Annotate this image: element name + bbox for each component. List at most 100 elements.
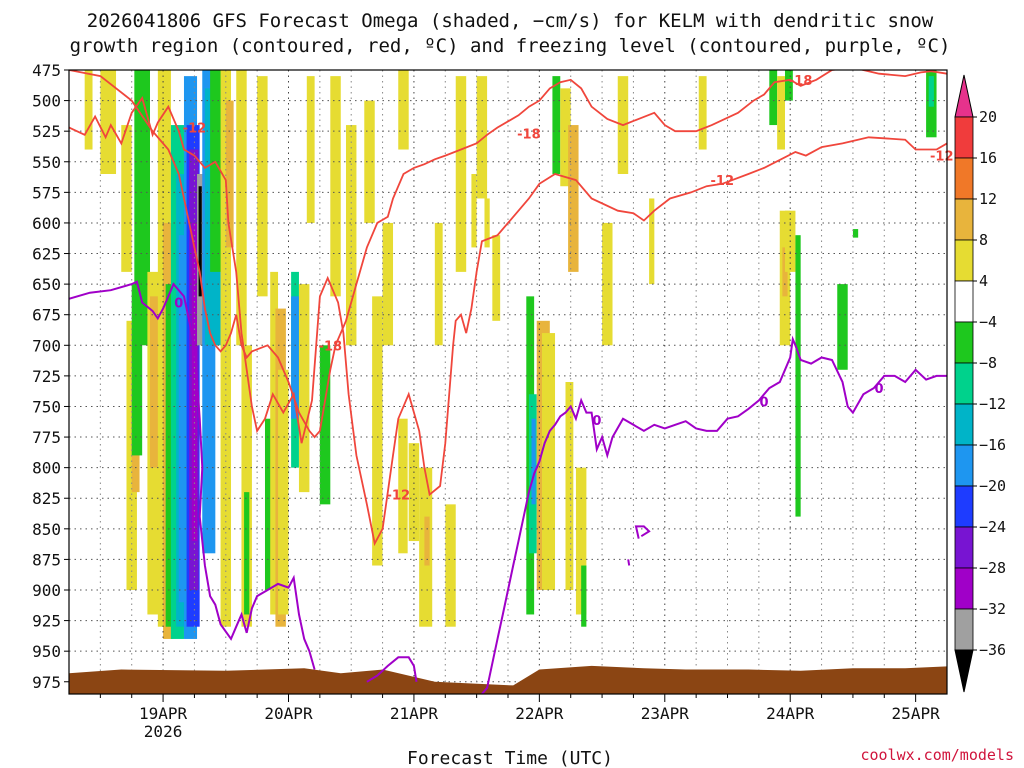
red-contour-label-2: -12 bbox=[711, 174, 735, 189]
y-tick-label-650: 650 bbox=[32, 275, 61, 294]
colorbar-label-2: 12 bbox=[979, 190, 997, 208]
omega-patch-62 bbox=[560, 88, 571, 187]
omega-patch-26 bbox=[236, 70, 247, 346]
surface-ground bbox=[69, 665, 947, 694]
x-tick-label-2: 21APR bbox=[390, 704, 439, 723]
x-axis-title: Forecast Time (UTC) bbox=[407, 748, 613, 768]
omega-patch-39 bbox=[330, 76, 341, 297]
colorbar-segment-6 bbox=[954, 362, 974, 405]
x-tick-label-1: 20APR bbox=[264, 704, 313, 723]
purple-loop-2 bbox=[627, 559, 631, 566]
omega-patch-38 bbox=[319, 345, 331, 505]
omega-patch-66 bbox=[581, 565, 587, 627]
credit-link[interactable]: coolwx.com/models bbox=[860, 746, 1014, 764]
colorbar: 20 16 12 8 4 −4 −8 −12 −16 −20 −24 −28 −32 −36 bbox=[954, 74, 1006, 693]
omega-patch-78 bbox=[837, 284, 848, 370]
omega-patch-0 bbox=[84, 70, 93, 150]
omega-patch-14 bbox=[178, 235, 187, 603]
y-tick-label-700: 700 bbox=[32, 336, 61, 355]
omega-patch-63 bbox=[568, 125, 579, 272]
red-contour-label-5: -18 bbox=[319, 339, 343, 354]
omega-patch-42 bbox=[372, 296, 383, 566]
omega-patch-72 bbox=[777, 76, 785, 150]
red-contour-label-1: -18 bbox=[517, 128, 541, 143]
omega-patch-35 bbox=[291, 296, 299, 419]
y-tick-label-725: 725 bbox=[32, 367, 61, 386]
y-tick-label-500: 500 bbox=[32, 92, 61, 111]
purple-contour-label-1: 0 bbox=[592, 414, 601, 429]
omega-patch-23 bbox=[210, 70, 224, 272]
contour-labels: -12 -18 -12 -18 -12 -18 -12 0 0 0 0 bbox=[174, 74, 954, 504]
omega-patch-80 bbox=[928, 76, 934, 107]
colorbar-label-13: −36 bbox=[979, 641, 1006, 659]
y-tick-label-775: 775 bbox=[32, 428, 61, 447]
omega-patch-69 bbox=[649, 198, 655, 285]
omega-patch-77 bbox=[795, 235, 801, 517]
colorbar-segment-9 bbox=[954, 485, 974, 528]
colorbar-segment-10 bbox=[954, 526, 974, 569]
omega-patch-41 bbox=[364, 100, 375, 223]
omega-patch-70 bbox=[698, 76, 707, 150]
colorbar-label-0: 20 bbox=[979, 108, 997, 126]
omega-patch-53 bbox=[476, 76, 488, 199]
dendritic-growth-contours bbox=[69, 70, 947, 547]
y-tick-label-600: 600 bbox=[32, 214, 61, 233]
colorbar-segment-1 bbox=[954, 157, 974, 200]
y-tick-label-875: 875 bbox=[32, 550, 61, 569]
colorbar-label-4: 4 bbox=[979, 272, 988, 290]
colorbar-label-11: −28 bbox=[979, 559, 1006, 577]
colorbar-segment-0 bbox=[954, 116, 974, 159]
purple-contour-label-3: 0 bbox=[875, 382, 884, 397]
y-tick-label-825: 825 bbox=[32, 489, 61, 508]
omega-patch-30 bbox=[264, 418, 273, 590]
omega-patch-88 bbox=[852, 229, 859, 238]
red-contour-0 bbox=[69, 96, 947, 547]
chart-title-line-1: 2026041806 GFS Forecast Omega (shaded, −… bbox=[87, 10, 934, 32]
omega-patch-29 bbox=[257, 76, 268, 297]
purple-loop-1 bbox=[634, 525, 651, 539]
omega-patch-37 bbox=[306, 76, 315, 223]
omega-patch-73 bbox=[784, 70, 793, 101]
omega-patch-43 bbox=[382, 222, 394, 346]
red-contour-label-0: -12 bbox=[183, 122, 207, 137]
y-tick-label-925: 925 bbox=[32, 612, 61, 631]
x-tick-label-0: 19APR bbox=[139, 704, 188, 723]
omega-patch-61 bbox=[552, 76, 561, 174]
y-tick-label-525: 525 bbox=[32, 122, 61, 141]
colorbar-label-12: −32 bbox=[979, 600, 1006, 618]
omega-shading-layer bbox=[84, 70, 937, 639]
y-tick-label-550: 550 bbox=[32, 153, 61, 172]
colorbar-label-9: −20 bbox=[979, 477, 1006, 495]
omega-patch-60 bbox=[541, 333, 556, 590]
red-contour-label-4: -12 bbox=[930, 150, 954, 165]
omega-patch-6 bbox=[131, 284, 143, 456]
omega-patch-31 bbox=[270, 271, 279, 615]
omega-patch-25 bbox=[225, 100, 234, 248]
y-tick-label-750: 750 bbox=[32, 397, 61, 416]
omega-patch-28 bbox=[244, 492, 250, 615]
y-tick-label-475: 475 bbox=[32, 61, 61, 80]
colorbar-segment-5 bbox=[954, 321, 974, 364]
y-tick-label-900: 900 bbox=[32, 581, 61, 600]
purple-loop-0 bbox=[366, 656, 418, 683]
colorbar-label-8: −16 bbox=[979, 436, 1006, 454]
colorbar-label-7: −12 bbox=[979, 395, 1006, 413]
omega-patch-55 bbox=[492, 235, 501, 321]
omega-patch-64 bbox=[565, 382, 574, 590]
y-tick-label-800: 800 bbox=[32, 459, 61, 478]
x-tick-label-6: 25APR bbox=[892, 704, 941, 723]
colorbar-segment-12 bbox=[954, 608, 974, 651]
x-tick-label-3: 22APR bbox=[515, 704, 564, 723]
red-contour-label-6: -12 bbox=[387, 489, 411, 504]
y-axis: 475 500 525 550 575 600 625 650 675 700 725 750 775 8… bbox=[32, 61, 69, 692]
omega-patch-18 bbox=[191, 222, 198, 542]
omega-patch-48 bbox=[424, 516, 430, 566]
y-tick-label-850: 850 bbox=[32, 520, 61, 539]
x-tick-label-4: 23APR bbox=[641, 704, 690, 723]
x-tick-label-5: 24APR bbox=[766, 704, 815, 723]
omega-patch-27 bbox=[241, 345, 252, 627]
purple-contour-label-2: 0 bbox=[760, 396, 769, 411]
colorbar-label-3: 8 bbox=[979, 231, 988, 249]
colorbar-label-5: −4 bbox=[979, 313, 997, 331]
